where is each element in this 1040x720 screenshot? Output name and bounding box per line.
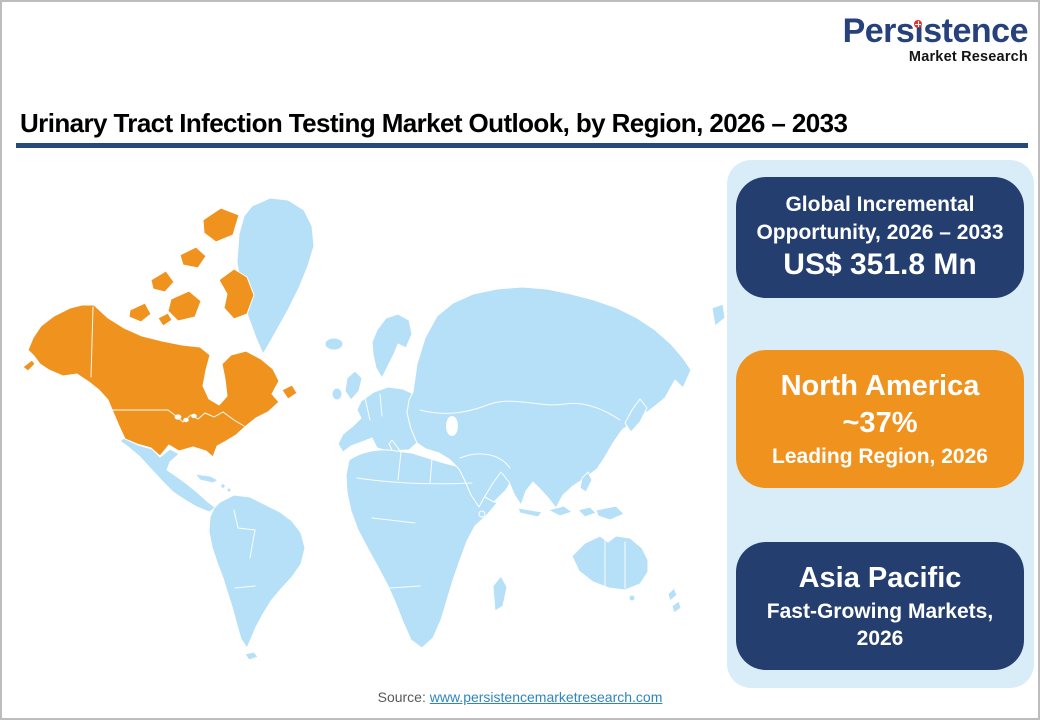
north-america-caption: Leading Region, 2026 [772,445,988,469]
region-cuba [194,473,219,484]
world-map [20,158,725,693]
border-alaska-canada [90,306,94,378]
logo-red-dot-icon [914,20,923,28]
region-iceland [324,337,344,351]
page-title: Urinary Tract Infection Testing Market O… [20,108,848,138]
asia-pacific-caption-line2: 2026 [856,626,904,650]
region-north-america-highlight [22,207,298,458]
stats-panel: Global Incremental Opportunity, 2026 – 2… [727,160,1034,688]
source-label: Source: [377,689,430,705]
region-madagascar [492,575,508,612]
world-map-svg [22,197,725,661]
region-new-guinea [595,505,625,521]
region-aleutians [22,359,36,372]
card-asia-pacific: Asia Pacific Fast-Growing Markets, 2026 [736,542,1024,670]
logo-brand: Persı stence [842,12,1029,50]
asia-pacific-caption-line1: Fast-Growing Markets, [766,599,994,623]
map-borders [90,306,626,589]
region-greenland [236,197,315,355]
region-newfoundland [281,384,298,400]
region-asia [406,286,692,509]
region-south-america [208,494,306,649]
global-opportunity-label-line1: Global Incremental [785,193,975,217]
border-usa-canada [109,409,245,427]
region-uk [344,370,363,401]
region-mexico-central-america [119,437,217,513]
region-new-zealand [667,587,678,602]
region-usa-canada [27,304,280,458]
logo-brand-prefix: Pers [842,12,915,50]
asia-pacific-title: Asia Pacific [798,561,962,594]
logo-brand-suffix: stence [923,12,1028,50]
region-tasmania [628,594,636,602]
logo-tagline: Market Research [908,49,1028,65]
source-link[interactable]: www.persistencemarketresearch.com [429,689,663,705]
region-africa [345,449,498,649]
north-america-title: North America [780,369,980,402]
card-north-america: North America ~37% Leading Region, 2026 [736,350,1024,488]
region-ireland [331,387,343,401]
world-landmass [119,197,725,661]
logo-i: ı [914,12,924,50]
region-sri-lanka [478,510,486,518]
pmr-logo: Persı stence Market Research [842,12,1029,65]
region-indonesia [517,507,543,518]
global-opportunity-label-line2: Opportunity, 2026 – 2033 [756,220,1004,244]
region-philippines [579,471,593,493]
lake-caspian [446,416,458,436]
map-lakes [174,413,458,436]
region-australia [571,535,649,591]
region-japan [624,398,648,433]
great-lakes [174,414,182,420]
title-underline [16,143,1028,148]
logo-i-glyph: ı [914,12,924,50]
global-opportunity-value: US$ 351.8 Mn [783,248,977,282]
source-line: Source: www.persistencemarketresearch.co… [2,689,1038,705]
region-tierra-del-fuego [244,651,259,661]
north-america-share-value: ~37% [842,407,918,440]
card-global-opportunity: Global Incremental Opportunity, 2026 – 2… [736,177,1024,298]
region-scandinavia [371,313,413,379]
